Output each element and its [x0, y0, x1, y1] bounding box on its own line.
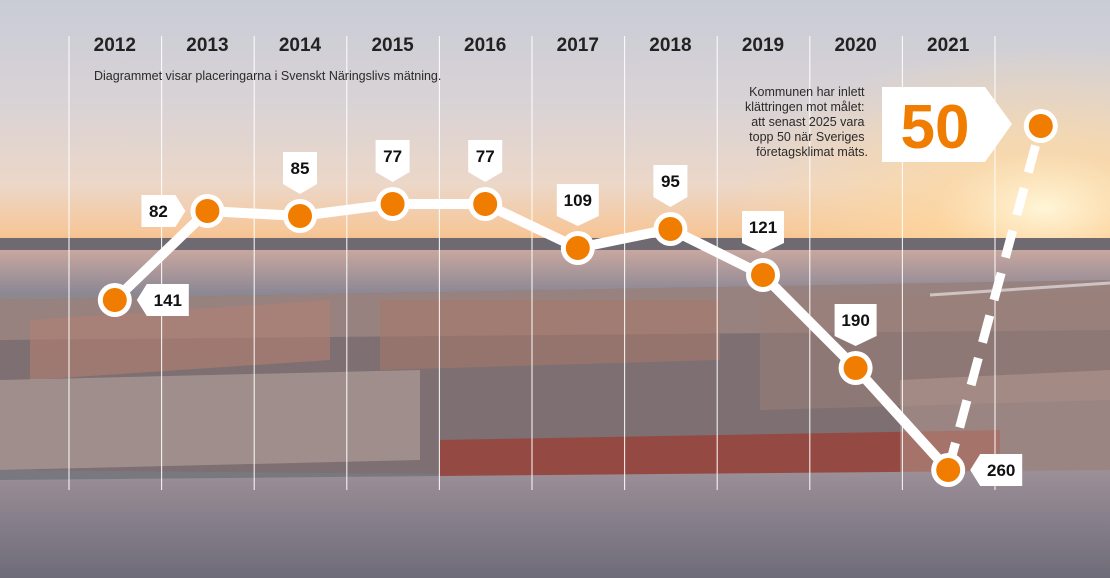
data-label-box [556, 184, 599, 226]
year-label: 2014 [279, 35, 322, 56]
data-point [195, 199, 220, 223]
year-label: 2012 [94, 35, 136, 56]
goal-projection-line [943, 124, 1046, 472]
data-label: 77 [383, 147, 402, 166]
goal-callout-box [882, 87, 1012, 162]
data-point [473, 192, 498, 216]
goal-value: 50 [901, 93, 970, 162]
year-label: 2020 [834, 35, 876, 56]
data-label: 121 [749, 218, 777, 237]
year-label: 2019 [742, 35, 784, 56]
goal-point [1028, 114, 1053, 138]
data-label: 260 [987, 461, 1015, 480]
data-label: 141 [154, 291, 182, 310]
data-point [658, 217, 683, 241]
data-label: 95 [661, 172, 680, 191]
year-label: 2013 [186, 35, 228, 56]
year-label: 2016 [464, 35, 506, 56]
data-label: 82 [149, 202, 168, 221]
data-label-box [468, 140, 503, 182]
data-label-box [653, 165, 688, 207]
data-label: 109 [564, 191, 592, 210]
year-label: 2018 [649, 35, 691, 56]
goal-note-line: klättringen mot målet: [745, 100, 865, 114]
data-label-box [136, 284, 189, 316]
data-label-box [834, 304, 877, 346]
data-point [288, 204, 312, 228]
goal-note-line: att senast 2025 vara [751, 115, 864, 129]
goal-note-line: topp 50 när Sveriges [749, 130, 864, 144]
data-label-box [742, 211, 784, 253]
chart-caption: Diagrammet visar placeringarna i Svenskt… [94, 69, 441, 83]
year-label: 2021 [927, 35, 970, 56]
series-line [109, 199, 954, 475]
data-point [936, 458, 961, 482]
data-point [843, 356, 868, 380]
data-point [380, 192, 405, 216]
year-label: 2015 [371, 35, 414, 56]
year-labels: 2012 2013 2014 2015 2016 2017 2018 2019 2020 2021 [94, 35, 970, 56]
data-label-box [141, 195, 186, 227]
data-label: 77 [476, 147, 495, 166]
data-label-box [375, 140, 410, 182]
goal-note-line: företagsklimat mäts. [756, 145, 868, 159]
data-label: 85 [291, 159, 310, 178]
data-label: 190 [841, 311, 869, 330]
goal-note: Kommunen har inlett klättringen mot måle… [745, 85, 868, 159]
goal-note-line: Kommunen har inlett [749, 85, 865, 99]
data-label-box [283, 152, 317, 194]
data-point [102, 288, 127, 312]
data-point [565, 236, 590, 260]
data-point [751, 263, 775, 287]
data-label-box [970, 454, 1023, 486]
year-label: 2017 [557, 35, 599, 56]
goal-callout: 50 [882, 87, 1012, 162]
ranking-series: 141 82 85 77 77 109 95 121 190 260 [97, 109, 1058, 487]
